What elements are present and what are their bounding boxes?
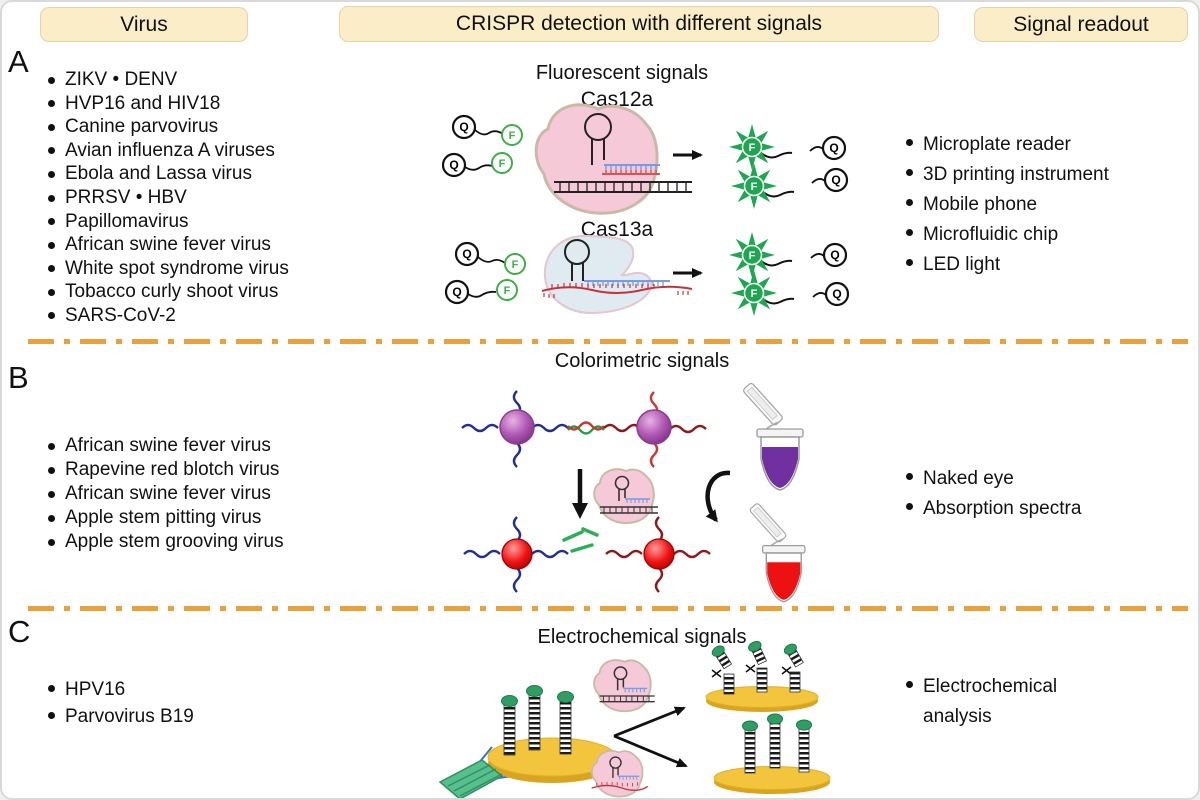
panel-c-virus-list: HPV16 Parvovirus B19: [44, 676, 194, 730]
released-quencher-icon: Q: [809, 135, 847, 161]
reporter-pair-icon: Q F: [444, 279, 518, 305]
list-item: Apple stem grooving virus: [44, 530, 284, 554]
header-virus-box: Virus: [40, 7, 248, 42]
cas-complex-icon: [593, 468, 658, 525]
list-item: African swine fever virus: [44, 233, 289, 257]
list-item: PRRSV • HBV: [44, 186, 289, 210]
svg-text:F: F: [509, 130, 516, 142]
list-item: Electrochemical analysis: [902, 672, 1102, 732]
panel-c-signal-title: Electrochemical signals: [537, 626, 747, 648]
list-item: Papillomavirus: [44, 210, 289, 234]
panel-a-readout-list: Microplate reader 3D printing instrument…: [902, 130, 1109, 280]
svg-text:Q: Q: [829, 141, 838, 155]
panel-a-signal-title: Fluorescent signals: [535, 62, 709, 84]
reporter-pair-icon: Q F: [441, 152, 513, 178]
svg-text:Q: Q: [462, 247, 471, 261]
list-item: SARS-CoV-2: [44, 304, 289, 328]
cas-complex-icon: [591, 750, 649, 798]
list-item: HPV16: [44, 676, 194, 703]
header-detection-label: CRISPR detection with different signals: [455, 12, 823, 35]
list-item: Apple stem pitting virus: [44, 506, 284, 530]
list-item: Naked eye: [902, 464, 1081, 494]
svg-text:F: F: [751, 288, 758, 300]
curved-arrow: [705, 470, 731, 523]
panel-b-label: B: [8, 360, 29, 395]
list-item: Microfluidic chip: [902, 220, 1109, 250]
reporter-pair-icon: Q F: [451, 114, 523, 146]
list-item: Rapevine red blotch virus: [44, 458, 284, 482]
svg-text:Q: Q: [832, 287, 841, 301]
down-arrow: [572, 469, 588, 519]
panel-b-virus-list: African swine fever virus Rapevine red b…: [44, 434, 284, 554]
electrochemical-signals-illustration: [438, 640, 831, 798]
list-item: Microplate reader: [902, 130, 1109, 160]
panel-c-readout-list: Electrochemical analysis: [902, 672, 1102, 732]
cas13a-label: Cas13a: [580, 218, 654, 241]
list-item: Parvovirus B19: [44, 703, 194, 730]
panel-divider-2: [28, 606, 1188, 611]
panel-c-label: C: [8, 614, 31, 649]
list-item: Mobile phone: [902, 190, 1109, 220]
list-item: Tobacco curly shoot virus: [44, 280, 289, 304]
cleaved-probe-electrode-icon: [705, 640, 819, 712]
list-item: Ebola and Lassa virus: [44, 162, 289, 186]
panel-a-label: A: [8, 44, 29, 79]
fluorophore-burst-icon: F: [729, 124, 793, 170]
list-item: HVP16 and HIV18: [44, 92, 289, 116]
list-item: White spot syndrome virus: [44, 257, 289, 281]
header-readout-box: Signal readout: [974, 7, 1188, 42]
panel-b-readout-list: Naked eye Absorption spectra: [902, 464, 1081, 524]
branch-arrow-up: [613, 706, 686, 738]
list-item: 3D printing instrument: [902, 160, 1109, 190]
cleaved-linker-fragments-icon: [562, 527, 599, 553]
aggregated-nanoparticles-icon: [461, 390, 707, 468]
reporter-pair-icon: Q F: [454, 241, 526, 275]
released-quencher-icon: Q: [811, 167, 849, 193]
list-item: Avian influenza A viruses: [44, 139, 289, 163]
panel-a-virus-list: ZIKV • DENV HVP16 and HIV18 Canine parvo…: [44, 68, 289, 328]
connector-pad-icon: [438, 759, 504, 798]
red-tube-icon: [749, 503, 806, 603]
header-virus-label: Virus: [120, 12, 168, 36]
svg-text:F: F: [512, 259, 519, 271]
svg-text:F: F: [504, 285, 511, 297]
svg-text:Q: Q: [449, 158, 458, 172]
cas-complex-icon: [593, 659, 655, 713]
list-item: ZIKV • DENV: [44, 68, 289, 92]
list-item: Absorption spectra: [902, 494, 1081, 524]
released-quencher-icon: Q: [810, 242, 848, 268]
svg-text:Q: Q: [459, 120, 468, 134]
colorimetric-signals-illustration: [461, 382, 806, 603]
fluorescent-signals-illustration: Q F Q F F: [441, 103, 850, 316]
list-item: LED light: [902, 250, 1109, 280]
purple-tube-icon: [743, 382, 804, 491]
fluorophore-burst-icon: F: [729, 232, 793, 278]
svg-text:Q: Q: [831, 173, 840, 187]
electrode-assembly-icon: [438, 685, 617, 798]
list-item: Canine parvovirus: [44, 115, 289, 139]
cas12a-label: Cas12a: [580, 88, 654, 111]
svg-text:Q: Q: [830, 248, 839, 262]
header-readout-label: Signal readout: [1013, 12, 1149, 36]
cas13a-complex-icon: [541, 234, 693, 315]
svg-text:F: F: [499, 158, 506, 170]
intact-probe-electrode-icon: [713, 713, 831, 794]
list-item: African swine fever virus: [44, 482, 284, 506]
panel-b-signal-title: Colorimetric signals: [554, 350, 730, 372]
svg-text:F: F: [749, 142, 756, 154]
fluorophore-burst-icon: F: [731, 163, 795, 209]
branch-arrow-down: [613, 734, 688, 768]
svg-text:F: F: [749, 250, 756, 262]
dispersed-nanoparticles-icon: [463, 516, 711, 593]
svg-text:F: F: [751, 181, 758, 193]
svg-text:Q: Q: [452, 285, 461, 299]
panel-divider-1: [28, 339, 1188, 344]
released-quencher-icon: Q: [812, 281, 850, 307]
cas12a-complex-icon: [534, 103, 692, 215]
cleavage-marks-icon: [711, 664, 792, 678]
header-detection-box: CRISPR detection with different signals: [339, 6, 939, 42]
fluorophore-burst-icon: F: [731, 270, 795, 316]
list-item: African swine fever virus: [44, 434, 284, 458]
